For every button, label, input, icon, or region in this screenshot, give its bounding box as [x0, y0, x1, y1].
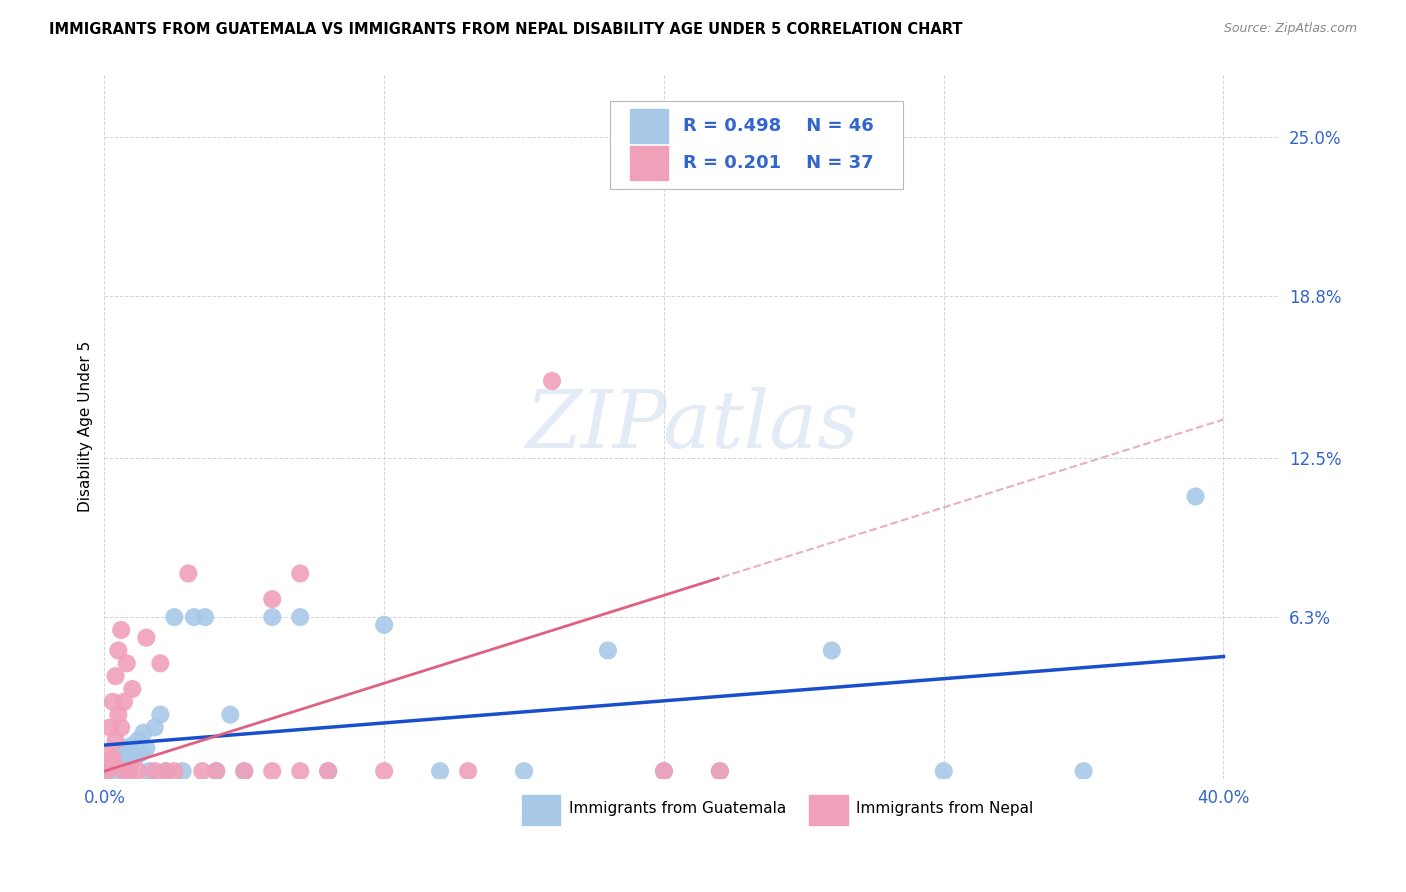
- Point: [316, 764, 339, 779]
- Text: IMMIGRANTS FROM GUATEMALA VS IMMIGRANTS FROM NEPAL DISABILITY AGE UNDER 5 CORREL: IMMIGRANTS FROM GUATEMALA VS IMMIGRANTS …: [49, 22, 963, 37]
- Point: [290, 764, 312, 779]
- Point: [124, 751, 146, 765]
- Point: [163, 764, 186, 779]
- Point: [104, 669, 127, 683]
- Bar: [810, 795, 848, 825]
- Point: [262, 610, 284, 624]
- FancyBboxPatch shape: [610, 101, 904, 189]
- Point: [127, 733, 149, 747]
- Point: [177, 566, 200, 581]
- Text: R = 0.498    N = 46: R = 0.498 N = 46: [682, 117, 873, 135]
- Bar: [522, 795, 561, 825]
- Text: Immigrants from Nepal: Immigrants from Nepal: [856, 801, 1033, 816]
- Point: [233, 764, 256, 779]
- Point: [191, 764, 214, 779]
- Point: [149, 707, 172, 722]
- Point: [115, 764, 138, 779]
- Point: [135, 631, 157, 645]
- Point: [219, 707, 242, 722]
- Point: [98, 759, 121, 773]
- Point: [112, 764, 135, 779]
- Bar: [630, 109, 668, 143]
- Point: [118, 764, 141, 779]
- Point: [457, 764, 479, 779]
- Point: [429, 764, 451, 779]
- Point: [98, 762, 121, 776]
- Point: [1073, 764, 1095, 779]
- Point: [138, 764, 160, 779]
- Point: [183, 610, 205, 624]
- Point: [98, 759, 121, 773]
- Text: Source: ZipAtlas.com: Source: ZipAtlas.com: [1223, 22, 1357, 36]
- Point: [107, 707, 129, 722]
- Point: [155, 764, 177, 779]
- Point: [112, 762, 135, 776]
- Point: [373, 617, 395, 632]
- Point: [155, 764, 177, 779]
- Point: [110, 748, 132, 763]
- Point: [1184, 490, 1206, 504]
- Point: [101, 762, 124, 776]
- Point: [290, 610, 312, 624]
- Point: [112, 695, 135, 709]
- Point: [262, 592, 284, 607]
- Point: [709, 764, 731, 779]
- Point: [709, 764, 731, 779]
- Point: [652, 764, 675, 779]
- Point: [127, 764, 149, 779]
- Point: [163, 610, 186, 624]
- Point: [107, 643, 129, 657]
- Point: [101, 751, 124, 765]
- Point: [104, 754, 127, 768]
- Point: [205, 764, 228, 779]
- Text: R = 0.201    N = 37: R = 0.201 N = 37: [682, 153, 873, 171]
- Text: ZIPatlas: ZIPatlas: [526, 387, 859, 465]
- Point: [110, 759, 132, 773]
- Y-axis label: Disability Age Under 5: Disability Age Under 5: [79, 340, 93, 511]
- Point: [96, 764, 118, 779]
- Point: [104, 733, 127, 747]
- Point: [262, 764, 284, 779]
- Text: Immigrants from Guatemala: Immigrants from Guatemala: [568, 801, 786, 816]
- Point: [132, 725, 155, 739]
- Point: [652, 764, 675, 779]
- Point: [115, 657, 138, 671]
- Point: [112, 746, 135, 760]
- Point: [101, 695, 124, 709]
- Point: [233, 764, 256, 779]
- Point: [101, 756, 124, 771]
- Point: [110, 623, 132, 637]
- Point: [821, 643, 844, 657]
- Point: [373, 764, 395, 779]
- Point: [121, 681, 143, 696]
- Point: [290, 566, 312, 581]
- Point: [205, 764, 228, 779]
- Point: [932, 764, 955, 779]
- Point: [110, 721, 132, 735]
- Point: [513, 764, 536, 779]
- Point: [143, 764, 166, 779]
- Point: [129, 746, 152, 760]
- Point: [96, 746, 118, 760]
- Point: [96, 764, 118, 779]
- Point: [596, 643, 619, 657]
- Point: [143, 721, 166, 735]
- Point: [104, 759, 127, 773]
- Point: [98, 721, 121, 735]
- Point: [107, 751, 129, 765]
- Point: [121, 739, 143, 753]
- Point: [316, 764, 339, 779]
- Point: [118, 756, 141, 771]
- Bar: [630, 145, 668, 179]
- Point: [149, 657, 172, 671]
- Point: [107, 764, 129, 779]
- Point: [135, 741, 157, 756]
- Point: [115, 741, 138, 756]
- Point: [172, 764, 194, 779]
- Point: [194, 610, 217, 624]
- Point: [541, 374, 564, 388]
